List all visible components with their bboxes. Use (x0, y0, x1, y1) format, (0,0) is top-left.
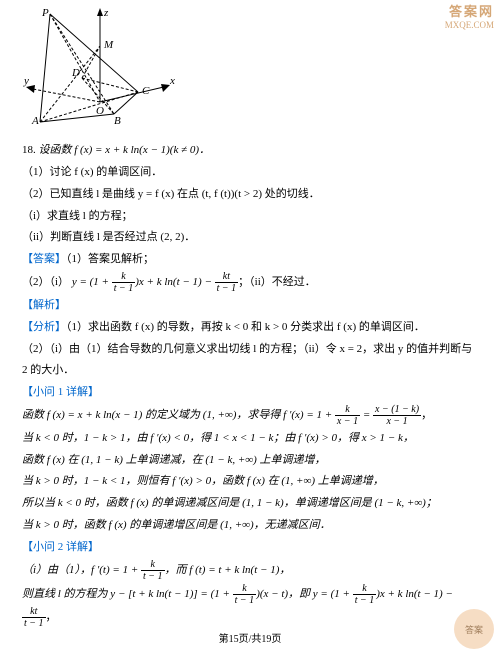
s1-l5: 所以当 k < 0 时，函数 f (x) 的单调递减区间是 (1, 1 − k)… (22, 493, 478, 514)
s2-l1a: （i）由（1），f ′(t) = 1 + (22, 564, 141, 576)
s1-frac1: kx − 1 (335, 404, 360, 427)
s2-l2b: )(x − t)，即 y = (1 + (256, 588, 353, 600)
q18-part2: （2）已知直线 l 是曲线 y = f (x) 在点 (t, f (t))(t … (22, 184, 478, 205)
svg-text:x: x (169, 75, 175, 87)
s2-frac1: kt − 1 (141, 559, 165, 582)
svg-text:B: B (114, 115, 121, 126)
s1-l3: 函数 f (x) 在 (1, 1 − k) 上单调递减，在 (1 − k, +∞… (22, 450, 478, 471)
answer-frac1: kt − 1 (112, 271, 136, 294)
s1-eq: = (360, 409, 373, 421)
s2-frac4: ktt − 1 (22, 606, 46, 629)
svg-text:O: O (96, 105, 104, 117)
fenxi-line1: 【分析】（1）求出函数 f (x) 的导数，再按 k < 0 和 k > 0 分… (22, 317, 478, 338)
fenxi-1: （1）求出函数 f (x) 的导数，再按 k < 0 和 k > 0 分类求出 … (66, 321, 425, 333)
s2-l2a: 则直线 l 的方程为 y − [t + k ln(t − 1)] = (1 + (22, 588, 233, 600)
svg-text:z: z (103, 7, 109, 19)
q18-part2ii: （ii）判断直线 l 是否经过点 (2, 2)． (22, 227, 478, 248)
q18-stem-text: 设函数 f (x) = x + k ln(x − 1)(k ≠ 0)． (39, 144, 211, 156)
geometry-figure: P z M D C x A O B y (22, 6, 478, 134)
watermark-top-line2: MXQE.COM (445, 20, 494, 31)
svg-text:A: A (31, 115, 39, 126)
answer-frac2: ktt − 1 (215, 271, 239, 294)
s2-l1: （i）由（1），f ′(t) = 1 + kt − 1，而 f (t) = t … (22, 559, 478, 582)
watermark-bottom: 答案 (452, 607, 496, 651)
q18-number: 18. (22, 144, 36, 156)
answer-line1: 【答案】（1）答案见解析； (22, 249, 478, 270)
q18-part2i: （i）求直线 l 的方程； (22, 206, 478, 227)
s1-l1: 函数 f (x) = x + k ln(x − 1) 的定义域为 (1, +∞)… (22, 404, 478, 427)
page-footer: 第15页/共19页 (0, 630, 500, 649)
answer-line2: （2）（i） y = (1 + kt − 1)x + k ln(t − 1) −… (22, 271, 478, 294)
sub2-label: 【小问 2 详解】 (22, 537, 478, 558)
answer-2-eq-a: y = (1 + (72, 276, 112, 288)
answer-1: （1）答案见解析； (66, 253, 154, 265)
fenxi-label: 【分析】 (22, 321, 66, 333)
q18-stem: 18. 设函数 f (x) = x + k ln(x − 1)(k ≠ 0)． (22, 140, 478, 161)
svg-text:M: M (103, 39, 114, 51)
watermark-top-line1: 答案网 (445, 4, 494, 20)
answer-label: 【答案】 (22, 253, 66, 265)
fenxi-2: （2）（i）由（1）结合导数的几何意义求出切线 l 的方程；（ii）令 x = … (22, 339, 478, 381)
s2-l2: 则直线 l 的方程为 y − [t + k ln(t − 1)] = (1 + … (22, 583, 478, 629)
s2-l2c: )x + k ln(t − 1) − (376, 588, 453, 600)
answer-2-eq-b: )x + k ln(t − 1) − (135, 276, 214, 288)
svg-text:P: P (41, 7, 49, 19)
answer-2-pre: （2）（i） (22, 276, 69, 288)
svg-text:y: y (23, 75, 29, 87)
s2-frac2: kt − 1 (233, 583, 257, 606)
s1-l4: 当 k > 0 时，1 − k < 1，则恒有 f ′(x) > 0，函数 f … (22, 471, 478, 492)
answer-2-tail: ；（ii）不经过． (238, 276, 316, 288)
s2-frac3: kt − 1 (353, 583, 377, 606)
s1-l1b: ， (421, 409, 432, 421)
svg-text:答案: 答案 (465, 624, 483, 635)
sub1-label: 【小问 1 详解】 (22, 382, 478, 403)
s1-l1a: 函数 f (x) = x + k ln(x − 1) 的定义域为 (1, +∞)… (22, 409, 335, 421)
s2-l2d: ， (46, 611, 57, 623)
s2-l1b: ，而 f (t) = t + k ln(t − 1)， (165, 564, 291, 576)
watermark-top: 答案网 MXQE.COM (445, 4, 494, 30)
s1-frac2: x − (1 − k)x − 1 (373, 404, 421, 427)
svg-text:C: C (142, 85, 150, 97)
svg-text:D: D (71, 67, 80, 79)
q18-part1: （1）讨论 f (x) 的单调区间． (22, 162, 478, 183)
s1-l6: 当 k > 0 时，函数 f (x) 的单调递增区间是 (1, +∞)，无递减区… (22, 515, 478, 536)
jiexi-label: 【解析】 (22, 295, 478, 316)
s1-l2: 当 k < 0 时，1 − k > 1，由 f ′(x) < 0，得 1 < x… (22, 428, 478, 449)
